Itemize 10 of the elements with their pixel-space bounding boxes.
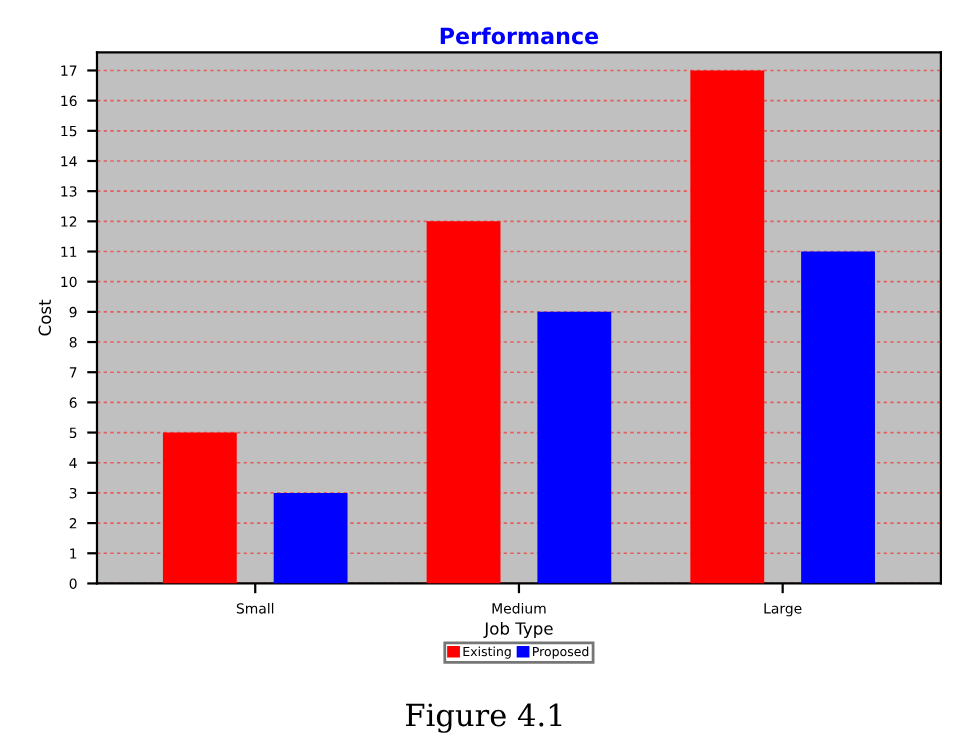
bar <box>426 221 501 584</box>
chart-title: Performance <box>440 27 599 45</box>
bar <box>537 311 612 584</box>
bar <box>690 70 765 584</box>
caption: Figure 4.1 <box>406 703 562 733</box>
bar <box>273 492 348 584</box>
bar <box>801 251 875 584</box>
bar <box>162 432 237 584</box>
x-axis-title: Job Type <box>483 621 553 639</box>
y-axis-title: Cost <box>38 299 52 336</box>
